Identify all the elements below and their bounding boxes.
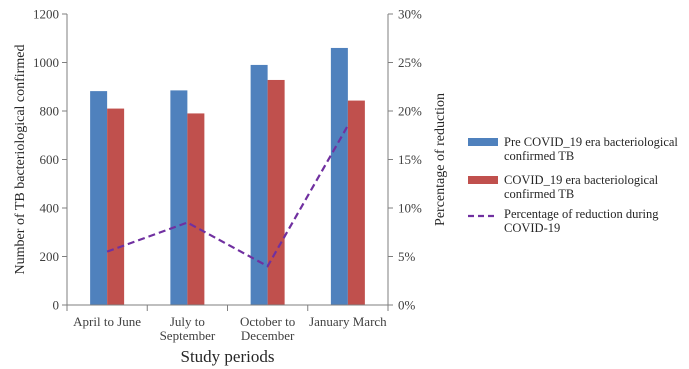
y2-tick-label: 30% bbox=[398, 7, 422, 22]
y-axis-title: Number of TB bacteriological confirmed bbox=[13, 45, 28, 275]
legend-swatch bbox=[468, 176, 498, 184]
x-tick-label: January March bbox=[309, 314, 387, 329]
legend-item-1: Pre COVID_19 era bacteriological confirme… bbox=[468, 135, 678, 163]
reduction-line bbox=[106, 125, 349, 268]
y2-tick-label: 20% bbox=[398, 104, 422, 119]
x-tick-label: April to June bbox=[73, 314, 141, 329]
legend-swatch bbox=[468, 138, 498, 146]
bar-1-4 bbox=[330, 47, 348, 305]
axes: 0 200 400 600 800 1000 1200 0% 5% 10% 15% 20% 25% 30%… bbox=[13, 7, 448, 367]
bar-2-2 bbox=[187, 113, 205, 305]
y-tick-label: 600 bbox=[40, 152, 60, 167]
y2-tick-label: 15% bbox=[398, 152, 422, 167]
y-tick-label: 1200 bbox=[33, 7, 59, 22]
bar-1-2 bbox=[170, 90, 188, 305]
legend-label: COVID_19 era bacteriological confirmed TB bbox=[504, 173, 659, 201]
plot-area bbox=[90, 47, 365, 306]
bar-2-1 bbox=[107, 108, 125, 305]
y2-tick-label: 25% bbox=[398, 55, 422, 70]
y-tick-label: 800 bbox=[40, 104, 60, 119]
bar-1-1 bbox=[90, 91, 108, 306]
y-tick-label: 400 bbox=[40, 201, 60, 216]
bar-series-2 bbox=[107, 79, 365, 306]
y-tick-label: 200 bbox=[40, 249, 60, 264]
x-tick-label: October to December bbox=[240, 314, 295, 343]
bar-series-1 bbox=[90, 47, 348, 306]
bar-2-4 bbox=[347, 100, 365, 305]
y-tick-label: 1000 bbox=[33, 55, 59, 70]
bar-2-3 bbox=[267, 79, 285, 306]
bar-1-3 bbox=[250, 64, 268, 305]
legend-label: Percentage of reduction during COVID-19 bbox=[504, 207, 659, 235]
y2-tick-label: 5% bbox=[398, 249, 416, 264]
legend-item-2: COVID_19 era bacteriological confirmed TB bbox=[468, 173, 659, 201]
legend-item-3: Percentage of reduction during COVID-19 bbox=[468, 207, 659, 235]
x-axis-title: Study periods bbox=[181, 347, 275, 366]
x-tick-label: July to September bbox=[160, 314, 216, 343]
y2-tick-label: 10% bbox=[398, 201, 422, 216]
y-tick-label: 0 bbox=[53, 298, 60, 313]
y2-axis-title: Percentage of reduction bbox=[433, 93, 448, 226]
legend-label: Pre COVID_19 era bacteriological confirme… bbox=[504, 135, 678, 163]
legend: Pre COVID_19 era bacteriological confirme… bbox=[468, 135, 678, 235]
y2-tick-label: 0% bbox=[398, 298, 416, 313]
